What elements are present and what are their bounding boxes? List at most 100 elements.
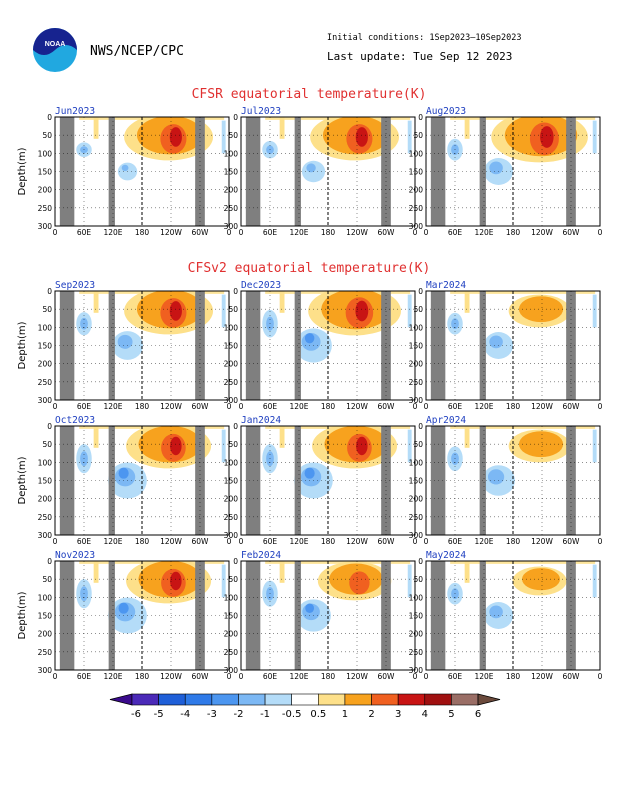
colorbar-swatch — [318, 693, 346, 706]
y-tick-label: 0 — [233, 557, 238, 566]
y-tick-label: 50 — [413, 305, 423, 314]
panel-field — [55, 561, 229, 670]
y-tick-label: 250 — [409, 204, 424, 213]
x-tick-label: 120W — [160, 537, 182, 546]
y-tick-label: 300 — [409, 222, 424, 231]
header: NOAA NWS/NCEP/CPC Initial conditions: 1S… — [33, 28, 521, 72]
colorbar-tick-label: 3 — [395, 709, 401, 720]
y-tick-label: 50 — [228, 131, 238, 140]
y-tick-label: 150 — [224, 612, 239, 621]
x-tick-label: 60E — [77, 228, 92, 237]
colorbar-tick-label: -1 — [260, 709, 270, 720]
y-tick-label: 100 — [224, 323, 239, 332]
y-tick-label: 50 — [42, 575, 52, 584]
colorbar-tick-label: 2 — [368, 709, 374, 720]
x-tick-label: 0 — [53, 537, 58, 546]
x-tick-label: 180 — [506, 228, 521, 237]
x-tick-label: 60W — [378, 537, 396, 546]
x-tick-label: 0 — [53, 402, 58, 411]
x-tick-label: 0 — [598, 672, 603, 681]
panel-field — [241, 117, 415, 226]
panel-field — [55, 426, 229, 535]
y-tick-label: 200 — [224, 495, 239, 504]
x-tick-label: 0 — [598, 537, 603, 546]
y-tick-label: 150 — [38, 612, 53, 621]
panel-frame — [240, 290, 416, 401]
x-tick-label: 0 — [413, 672, 418, 681]
colorbar-arrow-left — [109, 693, 133, 706]
x-tick-label: 120W — [531, 402, 553, 411]
panel-title: Feb2024 — [241, 550, 281, 561]
y-tick-label: 300 — [224, 222, 239, 231]
x-tick-label: 0 — [598, 402, 603, 411]
x-tick-label: 60E — [77, 537, 92, 546]
y-tick-label: 0 — [47, 287, 52, 296]
panel-title: Dec2023 — [241, 280, 281, 291]
x-tick-label: 0 — [424, 228, 429, 237]
y-tick-label: 200 — [38, 360, 53, 369]
y-tick-label: 0 — [418, 287, 423, 296]
panel-frame — [240, 560, 416, 671]
x-tick-label: 60E — [448, 537, 463, 546]
colorbar-tick-label: -6 — [131, 709, 141, 720]
y-axis-label: Depth(m) — [17, 321, 28, 369]
panel-frame — [240, 425, 416, 536]
y-tick-label: 100 — [409, 593, 424, 602]
y-tick-label: 50 — [413, 575, 423, 584]
colorbar: -6 -5 -4 -3 -2 -1 -0.5 0.5 1 2 3 4 5 6 — [109, 693, 501, 720]
panel-frame — [54, 116, 230, 227]
x-tick-label: 0 — [53, 672, 58, 681]
x-tick-label: 60W — [192, 402, 210, 411]
x-tick-label: 180 — [321, 537, 336, 546]
panel-field — [241, 561, 415, 670]
y-tick-label: 100 — [409, 149, 424, 158]
y-tick-label: 0 — [418, 557, 423, 566]
y-tick-label: 250 — [224, 204, 239, 213]
panel-title: Mar2024 — [426, 280, 466, 291]
y-tick-label: 200 — [409, 186, 424, 195]
x-tick-label: 60E — [448, 228, 463, 237]
y-tick-label: 300 — [409, 666, 424, 675]
x-tick-label: 120W — [531, 672, 553, 681]
x-tick-label: 0 — [424, 402, 429, 411]
noaa-logo-text: NOAA — [45, 41, 66, 48]
panel-title: Apr2024 — [426, 415, 466, 426]
x-tick-label: 60W — [192, 537, 210, 546]
y-tick-label: 150 — [38, 168, 53, 177]
x-tick-label: 0 — [227, 402, 232, 411]
x-tick-label: 120W — [160, 228, 182, 237]
x-tick-label: 0 — [424, 672, 429, 681]
y-tick-label: 150 — [409, 477, 424, 486]
x-tick-label: 180 — [321, 402, 336, 411]
colorbar-swatch — [238, 693, 266, 706]
x-tick-label: 0 — [239, 672, 244, 681]
org-label: NWS/NCEP/CPC — [90, 44, 184, 59]
y-tick-label: 0 — [418, 113, 423, 122]
x-tick-label: 0 — [413, 228, 418, 237]
y-tick-label: 100 — [38, 593, 53, 602]
y-tick-label: 100 — [224, 593, 239, 602]
y-axis-label: Depth(m) — [17, 591, 28, 639]
colorbar-swatch — [211, 693, 239, 706]
colorbar-swatch — [184, 693, 213, 706]
panel-title: Nov2023 — [55, 550, 95, 561]
panel-field — [55, 117, 229, 226]
colorbar-swatch — [451, 693, 479, 706]
panel-title: Jul2023 — [241, 106, 281, 117]
y-tick-label: 300 — [224, 666, 239, 675]
y-tick-label: 50 — [42, 131, 52, 140]
x-tick-label: 60E — [263, 537, 278, 546]
panel-field — [426, 291, 600, 400]
colorbar-tick-label: 5 — [448, 709, 454, 720]
x-tick-label: 120E — [289, 537, 308, 546]
x-tick-label: 120E — [103, 537, 122, 546]
y-tick-label: 150 — [224, 168, 239, 177]
colorbar-swatch — [344, 693, 372, 706]
colorbar-swatch — [264, 693, 292, 706]
x-tick-label: 60W — [563, 228, 581, 237]
